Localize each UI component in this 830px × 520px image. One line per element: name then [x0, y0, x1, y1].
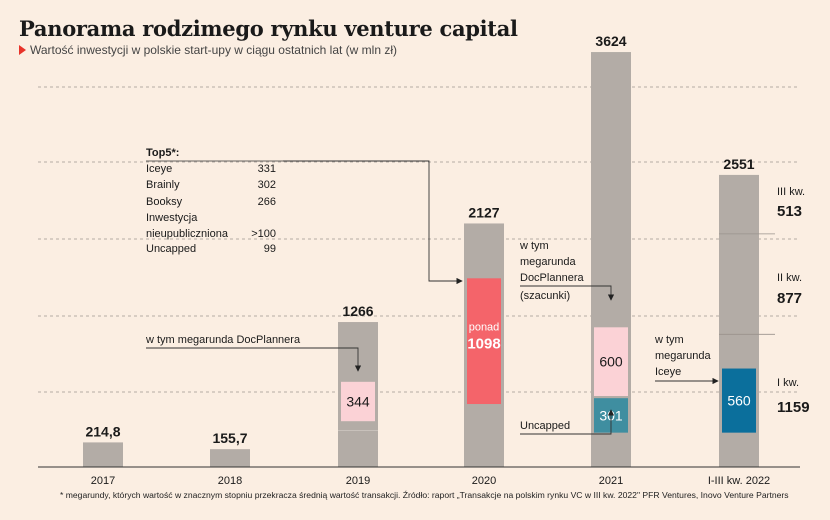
bar-value-label: 214,8 [85, 423, 120, 439]
top5-row-name: Brainly [146, 179, 180, 191]
x-tick-label: 2019 [346, 475, 370, 487]
triangle-marker-icon [19, 45, 26, 55]
top5-row-value: 99 [264, 243, 276, 255]
top5-row-name: Iceye [146, 163, 172, 175]
quarter-label: III kw. [777, 186, 805, 198]
bar [591, 52, 631, 467]
bar-inner-segment [722, 368, 756, 433]
bar-inner-segment [594, 327, 628, 397]
segment-value-label: 344 [346, 394, 370, 410]
docplanner-2019-arrow [146, 347, 362, 372]
annotation-docplanner-2021: DocPlannera [520, 272, 584, 284]
top5-leader-arrow [283, 160, 463, 285]
annotation-docplanner-2021: megarunda [520, 256, 577, 268]
annotation-uncapped: Uncapped [520, 420, 570, 432]
top5-row-name: nieupubliczniona [146, 228, 229, 240]
bar-value-label: 3624 [595, 33, 626, 49]
segment-value-label: 600 [599, 354, 623, 370]
chart-title: Panorama rodzimego rynku venture capital [19, 16, 518, 41]
x-tick-label: 2020 [472, 475, 496, 487]
bar [83, 442, 123, 467]
uncapped-arrow [520, 409, 615, 435]
top5-row-name: Inwestycja [146, 212, 198, 224]
quarter-value: 1159 [777, 399, 810, 416]
bar-value-label: 2551 [723, 156, 754, 172]
annotation-iceye: Iceye [655, 366, 681, 378]
annotation-docplanner-2019: w tym megarunda DocPlannera [145, 334, 301, 346]
footnote-source: * megarundy, których wartość w znacznym … [60, 490, 789, 500]
docplanner-2021-arrow [520, 285, 615, 301]
segment-value-label: 1098 [467, 335, 500, 352]
x-tick-label: 2021 [599, 475, 623, 487]
segment-prefix-label: ponad [469, 321, 500, 333]
annotation-iceye: megarunda [655, 350, 712, 362]
quarter-value: 513 [777, 203, 802, 220]
top5-row-name: Booksy [146, 196, 183, 208]
quarter-label: I kw. [777, 377, 799, 389]
bar-value-label: 1266 [342, 303, 373, 319]
top5-row-value: >100 [251, 228, 276, 240]
quarter-label: II kw. [777, 272, 802, 284]
annotation-iceye: w tym [654, 334, 684, 346]
annotation-docplanner-2021: w tym [519, 240, 549, 252]
x-tick-label: I-III kw. 2022 [708, 475, 770, 487]
bar-value-label: 2127 [468, 204, 499, 220]
top5-row-value: 266 [258, 196, 276, 208]
bar [210, 449, 250, 467]
bar-inner-segment [467, 278, 501, 405]
x-tick-label: 2018 [218, 475, 242, 487]
top5-row-name: Uncapped [146, 243, 196, 255]
top5-row-value: 331 [258, 163, 276, 175]
top5-row-value: 302 [258, 179, 276, 191]
quarter-value: 877 [777, 290, 802, 307]
bar-value-label: 155,7 [212, 430, 247, 446]
subtitle-text: Wartość inwestycji w polskie start-upy w… [30, 43, 397, 57]
segment-value-label: 560 [727, 393, 751, 409]
top5-heading: Top5*: [146, 147, 179, 159]
chart-subtitle: Wartość inwestycji w polskie start-upy w… [19, 43, 397, 57]
x-tick-label: 2017 [91, 475, 115, 487]
bar-inner-segment [341, 381, 375, 422]
annotation-docplanner-2021-note: (szacunki) [520, 290, 570, 302]
